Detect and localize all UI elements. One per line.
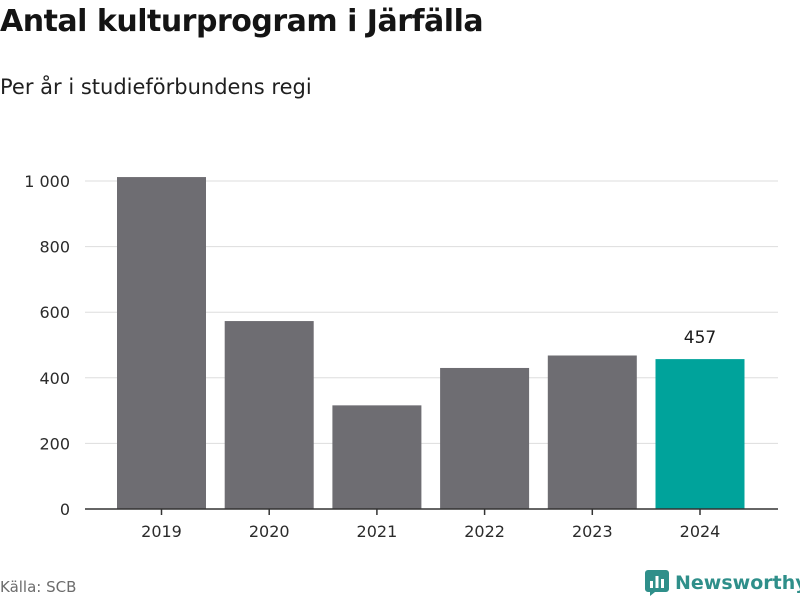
y-tick-label: 800: [39, 238, 70, 257]
bar: [440, 367, 530, 509]
bar: [224, 321, 314, 509]
source-note: Källa: SCB: [0, 578, 77, 596]
x-tick-label: 2023: [572, 522, 613, 541]
newsworthy-logo-icon: [645, 570, 669, 596]
x-tick-label: 2019: [141, 522, 182, 541]
y-tick-label: 200: [39, 434, 70, 453]
bar: [655, 359, 745, 509]
x-tick-label: 2021: [357, 522, 398, 541]
chart-subtitle: Per år i studieförbundens regi: [0, 75, 312, 99]
x-tick-label: 2022: [464, 522, 505, 541]
y-tick-label: 600: [39, 303, 70, 322]
brand-name: Newsworthy: [675, 572, 800, 594]
y-tick-label: 400: [39, 369, 70, 388]
x-tick-label: 2024: [680, 522, 721, 541]
brand-logo: Newsworthy: [645, 570, 800, 596]
y-tick-label: 0: [60, 500, 70, 519]
bar: [332, 405, 422, 509]
bar: [117, 177, 206, 509]
x-tick-label: 2020: [249, 522, 290, 541]
y-tick-label: 1 000: [24, 172, 70, 191]
bar: [547, 355, 637, 509]
chart-title: Antal kulturprogram i Järfälla: [0, 4, 484, 39]
data-label: 457: [684, 328, 716, 348]
